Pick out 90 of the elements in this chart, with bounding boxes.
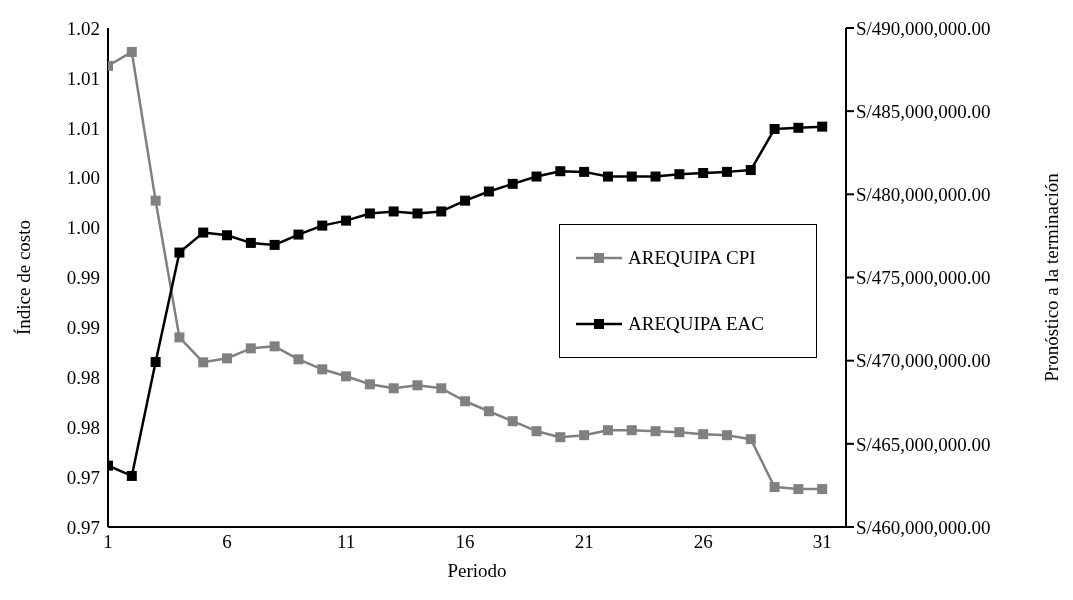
point: [126, 470, 137, 481]
point: [674, 427, 685, 438]
point: [650, 171, 661, 182]
point: [674, 169, 685, 180]
point: [531, 171, 542, 182]
y2-tick-label: S/485,000,000.00: [856, 100, 991, 122]
point: [126, 46, 137, 57]
x-tick-label: 31: [812, 531, 832, 553]
legend-label: AREQUIPA EAC: [628, 313, 765, 335]
x-axis-title: Periodo: [447, 560, 507, 581]
point: [412, 208, 423, 219]
y-tick-label: 1.00: [66, 167, 100, 189]
point: [817, 121, 828, 132]
point: [150, 195, 161, 206]
point: [436, 206, 447, 217]
legend-label: AREQUIPA CPI: [628, 247, 756, 269]
y-tick-label: 0.97: [66, 516, 100, 538]
point: [507, 178, 518, 189]
point: [579, 430, 590, 441]
y2-axis-title: Pronóstico a la terminación: [1040, 172, 1062, 382]
y-axis-title: Índice de costo: [12, 219, 34, 336]
point: [769, 482, 780, 493]
y-tick-label: 0.98: [66, 367, 100, 389]
point: [293, 229, 304, 240]
point: [174, 332, 185, 343]
point: [150, 357, 161, 367]
y-tick-label: 1.00: [66, 217, 100, 239]
y2-tick-label: S/470,000,000.00: [856, 350, 991, 372]
x-tick-label: 16: [455, 531, 475, 553]
point: [793, 122, 804, 133]
y-tick-label: 0.98: [66, 416, 100, 438]
point: [412, 380, 423, 391]
point: [721, 166, 732, 177]
point: [364, 379, 375, 390]
point: [793, 484, 804, 495]
point: [698, 168, 709, 179]
point: [579, 166, 590, 177]
y2-tick-label: S/460,000,000.00: [856, 516, 991, 538]
point: [650, 426, 661, 437]
point: [317, 364, 328, 375]
x-tick-label: 21: [574, 531, 594, 553]
point: [245, 237, 256, 248]
point: [222, 230, 233, 241]
y-tick-label: 1.01: [66, 117, 100, 139]
point: [436, 383, 447, 394]
point: [483, 186, 494, 197]
y-tick-label: 1.01: [66, 67, 100, 89]
y2-tick-label: S/480,000,000.00: [856, 184, 991, 206]
point: [460, 396, 471, 407]
point: [269, 239, 280, 250]
y-tick-label: 0.99: [66, 267, 100, 289]
x-tick-label: 26: [693, 531, 713, 553]
point: [341, 215, 352, 226]
point: [698, 429, 709, 440]
x-tick-label: 6: [222, 531, 232, 553]
point: [531, 426, 542, 437]
point: [745, 434, 756, 445]
x-tick-label: 11: [336, 531, 356, 553]
y-tick-label: 0.97: [66, 466, 100, 488]
point: [602, 425, 613, 436]
y2-tick-label: S/490,000,000.00: [856, 17, 991, 39]
point: [269, 341, 280, 352]
point: [555, 432, 566, 443]
point: [317, 220, 328, 231]
point: [817, 484, 828, 495]
point: [507, 416, 518, 427]
point: [222, 353, 233, 364]
point: [745, 165, 756, 176]
point: [364, 208, 375, 219]
y-tick-label: 0.99: [66, 317, 100, 339]
y2-tick-label: S/475,000,000.00: [856, 267, 991, 289]
point: [626, 171, 637, 182]
point: [174, 247, 185, 258]
point: [341, 371, 352, 382]
point: [245, 343, 256, 354]
point: [388, 383, 399, 394]
point: [769, 123, 780, 134]
point: [721, 430, 732, 441]
y-tick-label: 1.02: [66, 17, 100, 39]
point: [602, 171, 613, 182]
point: [483, 406, 494, 417]
point: [388, 206, 399, 217]
point: [555, 166, 566, 177]
y2-tick-label: S/465,000,000.00: [856, 433, 991, 455]
point: [626, 425, 637, 436]
point: [198, 227, 209, 238]
point: [293, 354, 304, 365]
x-tick-label: 1: [103, 531, 113, 553]
point: [460, 195, 471, 206]
point: [198, 357, 209, 368]
